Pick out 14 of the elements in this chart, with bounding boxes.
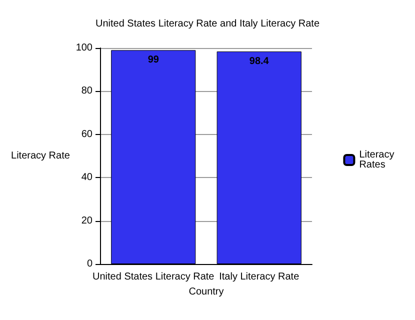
data-label: 98.4 — [249, 56, 270, 67]
x-axis-title: Country — [188, 286, 224, 298]
x-tick-label: United States Literacy Rate — [92, 272, 215, 282]
data-label: 99 — [148, 54, 160, 66]
x-tick-label: Italy Literacy Rate — [219, 272, 300, 282]
chart-title: United States Literacy Rate and Italy Literacy Rate — [95, 18, 320, 30]
y-tick-label: 100 — [76, 42, 93, 54]
y-tick-label: 60 — [81, 128, 93, 140]
y-tick-label: 20 — [81, 215, 93, 226]
y-tick-label: 80 — [81, 86, 93, 97]
y-axis-title: Literacy Rate — [10, 150, 70, 162]
y-tick-label: 40 — [81, 172, 93, 184]
y-tick-label: 0 — [86, 258, 93, 270]
legend-label: Literacy Rates — [359, 150, 398, 170]
